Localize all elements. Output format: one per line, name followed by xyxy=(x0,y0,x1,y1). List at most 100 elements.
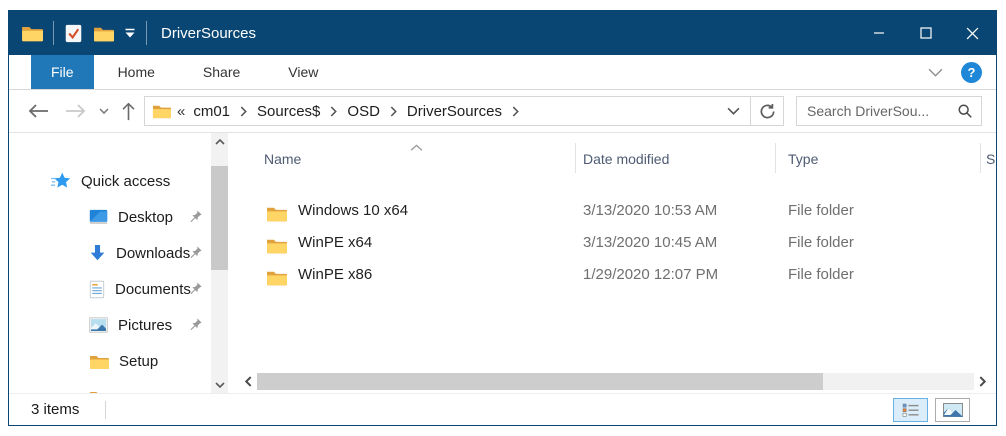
sidebar-item-documents[interactable]: Documents xyxy=(9,271,211,307)
content-area: Quick access Desktop Downloads xyxy=(9,133,996,393)
scrollbar-track[interactable] xyxy=(257,372,974,390)
navigation-pane: Quick access Desktop Downloads xyxy=(9,133,211,393)
folder-icon xyxy=(266,266,287,298)
scrollbar-thumb[interactable] xyxy=(211,166,228,270)
minimize-button[interactable] xyxy=(855,11,902,55)
breadcrumb-sources[interactable]: Sources$ xyxy=(257,102,321,120)
sidebar-item-setup[interactable]: Setup xyxy=(9,343,211,379)
file-date-modified: 3/13/2020 10:53 AM xyxy=(583,202,718,219)
file-row-windows-10-x64[interactable]: Windows 10 x64 3/13/2020 10:53 AM File f… xyxy=(228,195,996,227)
file-date-modified: 3/13/2020 10:45 AM xyxy=(583,234,718,251)
explorer-window: DriverSources File Home Share View ? xyxy=(8,10,997,426)
recent-locations-chevron-icon[interactable] xyxy=(99,96,109,126)
sidebar-item-pictures[interactable]: Pictures xyxy=(9,307,211,343)
sidebar-scrollbar[interactable] xyxy=(211,133,228,393)
column-header-name[interactable]: Name xyxy=(264,151,302,167)
quick-access-star-icon xyxy=(51,171,71,191)
back-button[interactable] xyxy=(27,96,49,126)
breadcrumb-cm01[interactable]: cm01 xyxy=(193,102,231,120)
sidebar-item-label: Quick access xyxy=(81,172,171,190)
breadcrumb-driversources[interactable]: DriverSources xyxy=(406,102,502,120)
breadcrumb-overflow[interactable]: « xyxy=(177,102,186,120)
pin-icon xyxy=(189,317,203,336)
file-type: File folder xyxy=(788,234,854,251)
sidebar-item-desktop[interactable]: Desktop xyxy=(9,199,211,235)
tab-share[interactable]: Share xyxy=(202,64,241,80)
horizontal-scrollbar[interactable] xyxy=(240,371,991,391)
close-button[interactable] xyxy=(949,11,996,55)
scroll-up-icon[interactable] xyxy=(211,133,228,150)
app-folder-icon xyxy=(21,24,43,42)
window-title: DriverSources xyxy=(161,24,257,42)
view-toggles xyxy=(893,397,970,422)
column-header-type[interactable]: Type xyxy=(788,151,819,167)
sidebar-item-downloads[interactable]: Downloads xyxy=(9,235,211,271)
address-folder-icon xyxy=(152,103,171,119)
scroll-down-icon[interactable] xyxy=(211,376,228,393)
sidebar-item-partial[interactable] xyxy=(9,379,211,393)
column-header-date-modified[interactable]: Date modified xyxy=(583,151,670,167)
sidebar-item-label: Downloads xyxy=(116,244,191,262)
forward-button[interactable] xyxy=(65,96,87,126)
folder-icon xyxy=(89,389,109,393)
tab-home[interactable]: Home xyxy=(117,64,155,80)
search-icon[interactable] xyxy=(957,103,973,119)
sidebar-item-label: Desktop xyxy=(118,208,174,226)
search-input[interactable] xyxy=(807,103,957,119)
file-type: File folder xyxy=(788,202,854,219)
scroll-right-icon[interactable] xyxy=(974,371,991,391)
status-bar: 3 items xyxy=(9,393,996,425)
documents-icon xyxy=(89,280,105,299)
sidebar-item-label: Pictures xyxy=(118,316,173,334)
quick-access-toolbar: DriverSources xyxy=(9,21,855,45)
qat-new-folder-button[interactable] xyxy=(93,25,114,42)
file-row-winpe-x86[interactable]: WinPE x86 1/29/2020 12:07 PM File folder xyxy=(228,259,996,291)
sort-ascending-icon[interactable] xyxy=(410,138,423,156)
titlebar: DriverSources xyxy=(9,11,996,55)
maximize-button[interactable] xyxy=(902,11,949,55)
column-divider[interactable] xyxy=(980,143,981,173)
file-name: Windows 10 x64 xyxy=(298,202,409,219)
thumbnails-view-button[interactable] xyxy=(935,397,970,422)
chevron-right-icon[interactable] xyxy=(232,106,255,117)
pictures-icon xyxy=(89,317,108,333)
address-dropdown-chevron-icon[interactable] xyxy=(717,97,750,125)
folder-icon xyxy=(89,353,109,370)
sidebar-item-label: Documents xyxy=(115,280,191,298)
chevron-right-icon[interactable] xyxy=(382,106,405,117)
scroll-left-icon[interactable] xyxy=(240,371,257,391)
qat-properties-button[interactable] xyxy=(64,24,83,43)
ribbon-tabs: File Home Share View ? xyxy=(9,55,996,90)
window-controls xyxy=(855,11,996,55)
chevron-right-icon[interactable] xyxy=(322,106,345,117)
address-row: « cm01 Sources$ OSD DriverSources xyxy=(9,90,996,133)
tab-view[interactable]: View xyxy=(288,64,319,80)
titlebar-separator xyxy=(146,21,147,45)
scrollbar-track[interactable] xyxy=(211,150,228,376)
sidebar-item-label: Setup xyxy=(119,352,159,370)
status-separator xyxy=(105,400,107,419)
file-row-winpe-x64[interactable]: WinPE x64 3/13/2020 10:45 AM File folder xyxy=(228,227,996,259)
help-button[interactable]: ? xyxy=(961,61,982,83)
column-divider[interactable] xyxy=(575,143,576,173)
chevron-right-icon[interactable] xyxy=(504,106,527,117)
qat-customize-dropdown-icon[interactable] xyxy=(124,28,136,38)
refresh-button[interactable] xyxy=(750,97,783,125)
breadcrumb-osd[interactable]: OSD xyxy=(347,102,380,120)
search-box[interactable] xyxy=(796,96,982,126)
pin-icon xyxy=(189,245,203,264)
address-bar[interactable]: « cm01 Sources$ OSD DriverSources xyxy=(144,96,784,126)
thumbnails-view-icon xyxy=(942,402,963,417)
folder-icon xyxy=(266,202,287,234)
pin-icon xyxy=(189,281,203,300)
tab-file[interactable]: File xyxy=(31,55,94,89)
column-divider[interactable] xyxy=(775,143,776,173)
details-view-button[interactable] xyxy=(893,397,928,422)
column-header-size[interactable]: Size xyxy=(986,151,996,167)
up-button[interactable] xyxy=(121,96,136,126)
scrollbar-thumb[interactable] xyxy=(257,372,824,390)
sidebar-item-quick-access[interactable]: Quick access xyxy=(9,163,211,199)
file-list-pane: Name Date modified Type Size Windows 10 … xyxy=(228,133,996,393)
pin-icon xyxy=(189,209,203,228)
expand-ribbon-chevron-icon[interactable] xyxy=(928,55,943,89)
